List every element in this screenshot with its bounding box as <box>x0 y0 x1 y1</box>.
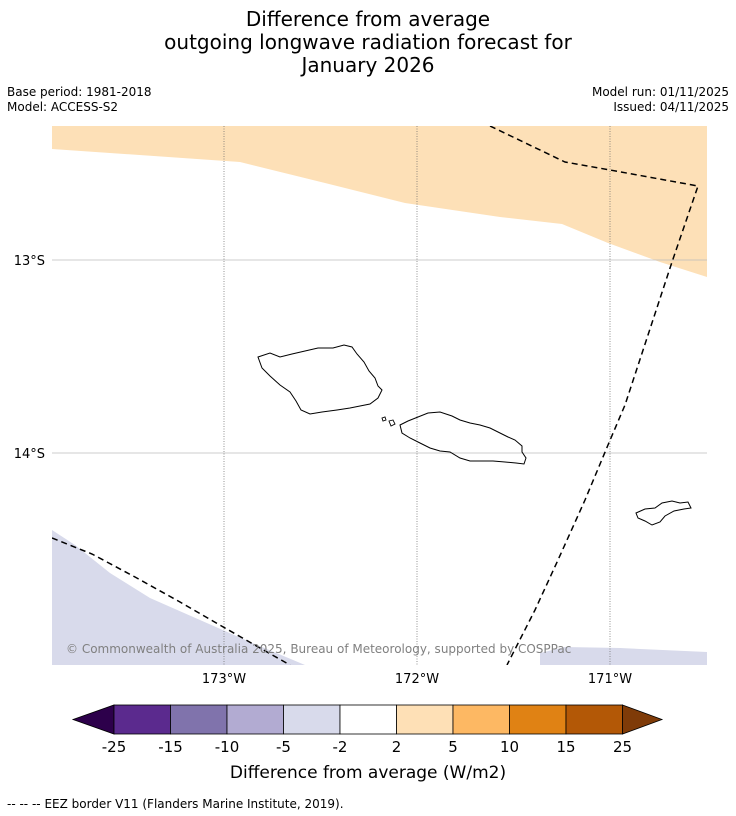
colorbar-title: Difference from average (W/m2) <box>230 763 506 783</box>
anomaly-region-negative-right <box>540 647 707 665</box>
base-period: Base period: 1981-2018 <box>7 85 152 99</box>
issued-date: Issued: 04/11/2025 <box>613 100 729 114</box>
eez-legend-text: EEZ border V11 (Flanders Marine Institut… <box>44 797 344 811</box>
model-run: Model run: 01/11/2025 <box>591 85 729 99</box>
island-savaii <box>257 344 383 415</box>
meta-left: Base period: 1981-2018 Model: ACCESS-S2 <box>7 85 152 115</box>
lon-label-171w: 171°W <box>588 672 632 687</box>
colorbar-tick-label: -2 <box>333 738 348 756</box>
colorbar-tick-label: 10 <box>500 738 519 756</box>
copyright-notice: © Commonwealth of Australia 2025, Bureau… <box>66 642 571 656</box>
island-tutuila <box>635 500 692 526</box>
anomaly-region-negative-left <box>52 530 305 665</box>
eez-legend: -- -- -- EEZ border V11 (Flanders Marine… <box>7 797 344 811</box>
lon-label-173w: 173°W <box>202 672 246 687</box>
colorbar-tick-label: 2 <box>392 738 402 756</box>
colorbar: -25 -15 -10 -5 -2 2 5 10 15 25 <box>71 704 664 756</box>
colorbar-tick-label: 15 <box>556 738 575 756</box>
title-line-1: Difference from average <box>245 7 491 31</box>
colorbar-tick-label: 25 <box>613 738 632 756</box>
colorbar-arrow-low <box>71 704 115 735</box>
eez-border-top-right <box>489 126 699 665</box>
colorbar-tick-label: -25 <box>102 738 127 756</box>
meta-right: Model run: 01/11/2025 Issued: 04/11/2025 <box>592 85 729 115</box>
colorbar-tick-label: -15 <box>158 738 183 756</box>
eez-border-bottom-left <box>52 537 291 665</box>
colorbar-swatch <box>565 704 623 735</box>
colorbar-swatch <box>339 704 397 735</box>
colorbar-swatch <box>226 704 284 735</box>
colorbar-swatch <box>283 704 341 735</box>
colorbar-swatch <box>170 704 228 735</box>
eez-legend-line: -- -- -- <box>7 797 41 811</box>
lat-label-13s: 13°S <box>14 254 45 269</box>
title-line-3: January 2026 <box>301 53 435 77</box>
island-apolima <box>381 416 387 422</box>
colorbar-swatch <box>509 704 567 735</box>
chart-title: Difference from average outgoing longwav… <box>0 8 736 77</box>
title-line-2: outgoing longwave radiation forecast for <box>164 30 572 54</box>
colorbar-tick-label: 5 <box>448 738 458 756</box>
colorbar-tick-label: -5 <box>276 738 291 756</box>
island-upolu <box>399 411 527 465</box>
colorbar-swatch <box>396 704 454 735</box>
anomaly-region-positive <box>52 126 707 277</box>
lon-label-172w: 172°W <box>395 672 439 687</box>
map-area: © Commonwealth of Australia 2025, Bureau… <box>52 126 707 665</box>
colorbar-tick-label: -10 <box>215 738 240 756</box>
colorbar-arrow-high <box>622 704 664 735</box>
model-name: Model: ACCESS-S2 <box>7 100 119 114</box>
lat-label-14s: 14°S <box>14 447 45 462</box>
colorbar-swatch <box>113 704 171 735</box>
island-manono <box>388 419 396 427</box>
colorbar-swatch <box>452 704 510 735</box>
